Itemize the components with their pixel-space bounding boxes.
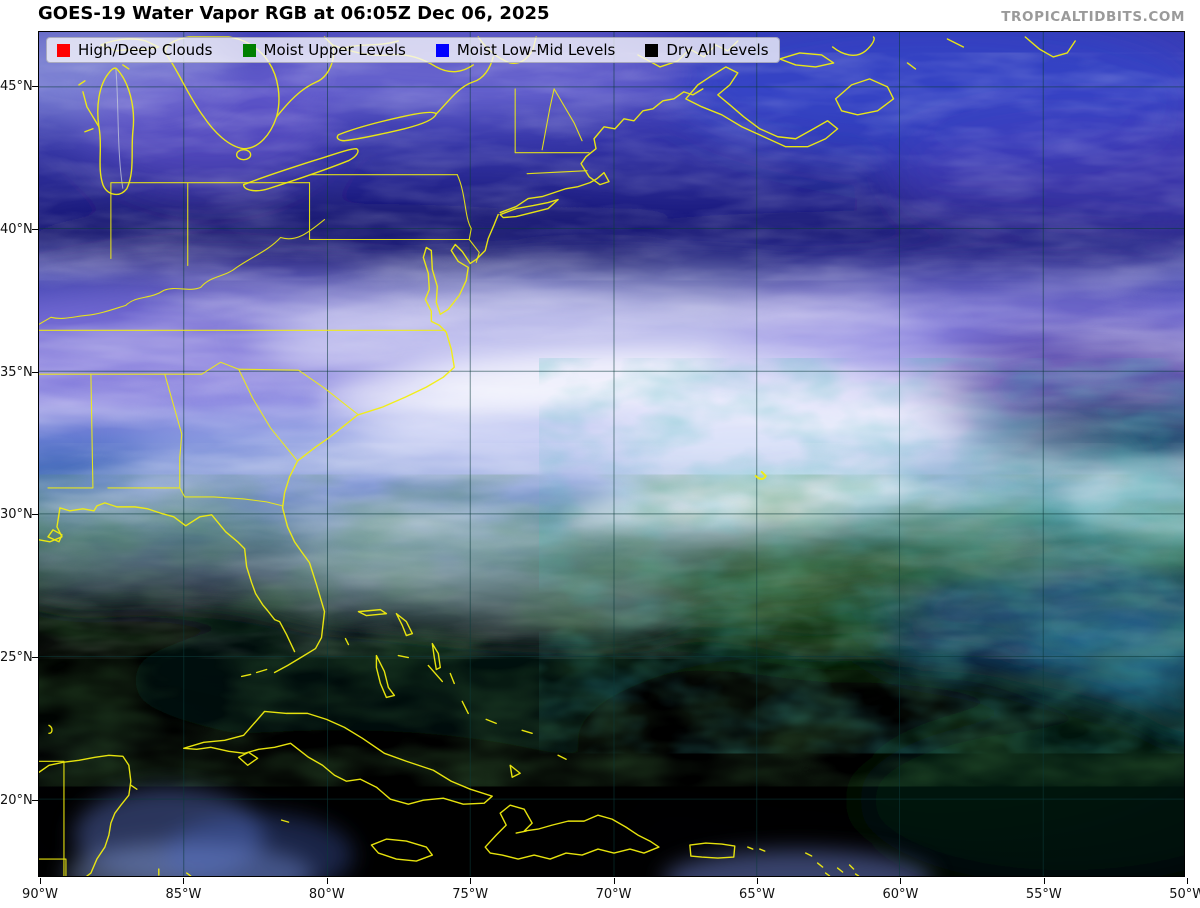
lon-tick-label: 50°W: [1169, 887, 1200, 902]
lon-tick-mark: [40, 878, 41, 884]
lon-tick-mark: [900, 878, 902, 884]
legend-item-2: Moist Low-Mid Levels: [435, 40, 616, 59]
lon-tick-label: 65°W: [739, 887, 775, 902]
coastlines: [39, 36, 1076, 678]
lat-tick-mark: [32, 371, 38, 373]
watermark: TROPICALTIDBITS.COM: [1001, 9, 1185, 25]
legend-color-swatch: [435, 43, 449, 57]
map-legend: High/Deep Clouds Moist Upper Levels Moist …: [46, 37, 780, 63]
legend-color-swatch: [57, 43, 70, 57]
lon-tick-mark: [470, 878, 472, 884]
satellite-map: High/Deep Clouds Moist Upper Levels Moist …: [38, 31, 1185, 877]
lon-tick-mark: [183, 878, 185, 884]
lat-tick-label: 25°N: [0, 650, 33, 666]
legend-item-3: Dry All Levels: [645, 40, 769, 59]
legend-item-label: Moist Upper Levels: [263, 40, 406, 59]
lon-tick-label: 75°W: [452, 887, 489, 902]
legend-color-swatch: [645, 43, 659, 57]
lon-tick-label: 55°W: [1025, 887, 1062, 902]
lat-tick-label: 45°N: [0, 79, 33, 94]
graticule: [39, 32, 1184, 876]
caribbean-coastlines: [39, 608, 860, 876]
lat-tick-mark: [32, 86, 38, 87]
lat-tick-mark: [32, 514, 38, 516]
lat-tick-label: 20°N: [0, 793, 33, 808]
legend-item-1: Moist Upper Levels: [242, 40, 406, 59]
legend-item-label: Dry All Levels: [666, 40, 769, 59]
satellite-imagery: [39, 32, 1184, 876]
lon-tick-mark: [326, 878, 328, 884]
page-title: GOES-19 Water Vapor RGB at 06:05Z Dec 06…: [38, 3, 550, 24]
lon-tick-label: 70°W: [595, 887, 632, 902]
lat-tick-mark: [32, 657, 38, 659]
lon-tick-mark: [1187, 878, 1189, 884]
lon-tick-mark: [757, 878, 758, 884]
lat-tick-mark: [32, 228, 38, 230]
lat-tick-label: 30°N: [0, 507, 33, 523]
lat-tick-mark: [32, 800, 38, 801]
lon-tick-mark: [613, 878, 615, 884]
legend-item-0: High/Deep Clouds: [57, 40, 213, 59]
legend-item-label: Moist Low-Mid Levels: [456, 40, 616, 59]
lon-tick-label: 80°W: [308, 887, 345, 902]
lat-tick-label: 40°N: [0, 221, 33, 237]
lon-tick-label: 90°W: [22, 887, 58, 902]
legend-color-swatch: [242, 43, 256, 57]
lon-tick-mark: [1043, 878, 1045, 884]
lon-tick-label: 60°W: [882, 887, 919, 902]
state-borders: [39, 88, 590, 507]
legend-item-label: High/Deep Clouds: [78, 40, 213, 59]
lat-tick-label: 35°N: [0, 364, 33, 380]
lon-tick-label: 85°W: [165, 887, 202, 902]
